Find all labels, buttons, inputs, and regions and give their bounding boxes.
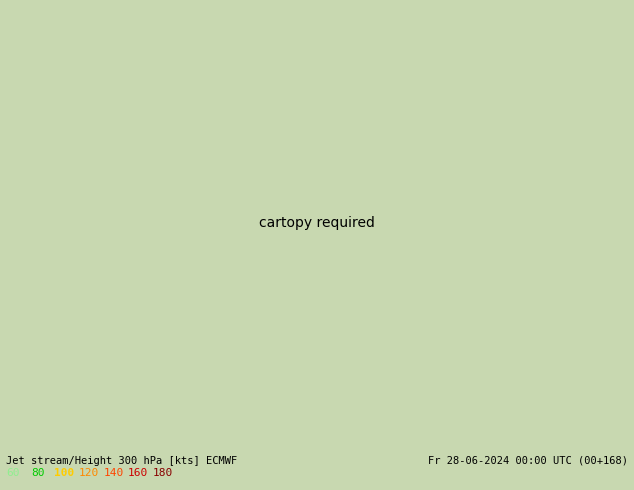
Text: Jet stream/Height 300 hPa [kts] ECMWF: Jet stream/Height 300 hPa [kts] ECMWF bbox=[6, 456, 238, 466]
Text: 80: 80 bbox=[31, 468, 44, 478]
Text: Fr 28-06-2024 00:00 UTC (00+168): Fr 28-06-2024 00:00 UTC (00+168) bbox=[428, 456, 628, 466]
Text: 100: 100 bbox=[54, 468, 74, 478]
Text: cartopy required: cartopy required bbox=[259, 216, 375, 230]
Text: 180: 180 bbox=[153, 468, 173, 478]
Text: 160: 160 bbox=[128, 468, 148, 478]
Text: 60: 60 bbox=[6, 468, 20, 478]
Text: 140: 140 bbox=[103, 468, 124, 478]
Text: 120: 120 bbox=[79, 468, 99, 478]
